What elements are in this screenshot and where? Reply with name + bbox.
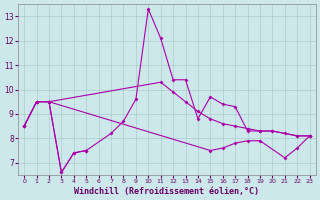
X-axis label: Windchill (Refroidissement éolien,°C): Windchill (Refroidissement éolien,°C) (74, 187, 260, 196)
